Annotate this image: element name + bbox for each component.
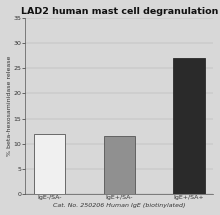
Bar (173, 58, 205, 194)
Bar (34, 134, 65, 194)
Y-axis label: % beta-hexosaminidase release: % beta-hexosaminidase release (7, 56, 12, 156)
Bar (104, 136, 135, 194)
Title: LAD2 human mast cell degranulation: LAD2 human mast cell degranulation (20, 7, 218, 16)
X-axis label: Cat. No. 250206 Human IgE (biotinylated): Cat. No. 250206 Human IgE (biotinylated) (53, 203, 185, 208)
